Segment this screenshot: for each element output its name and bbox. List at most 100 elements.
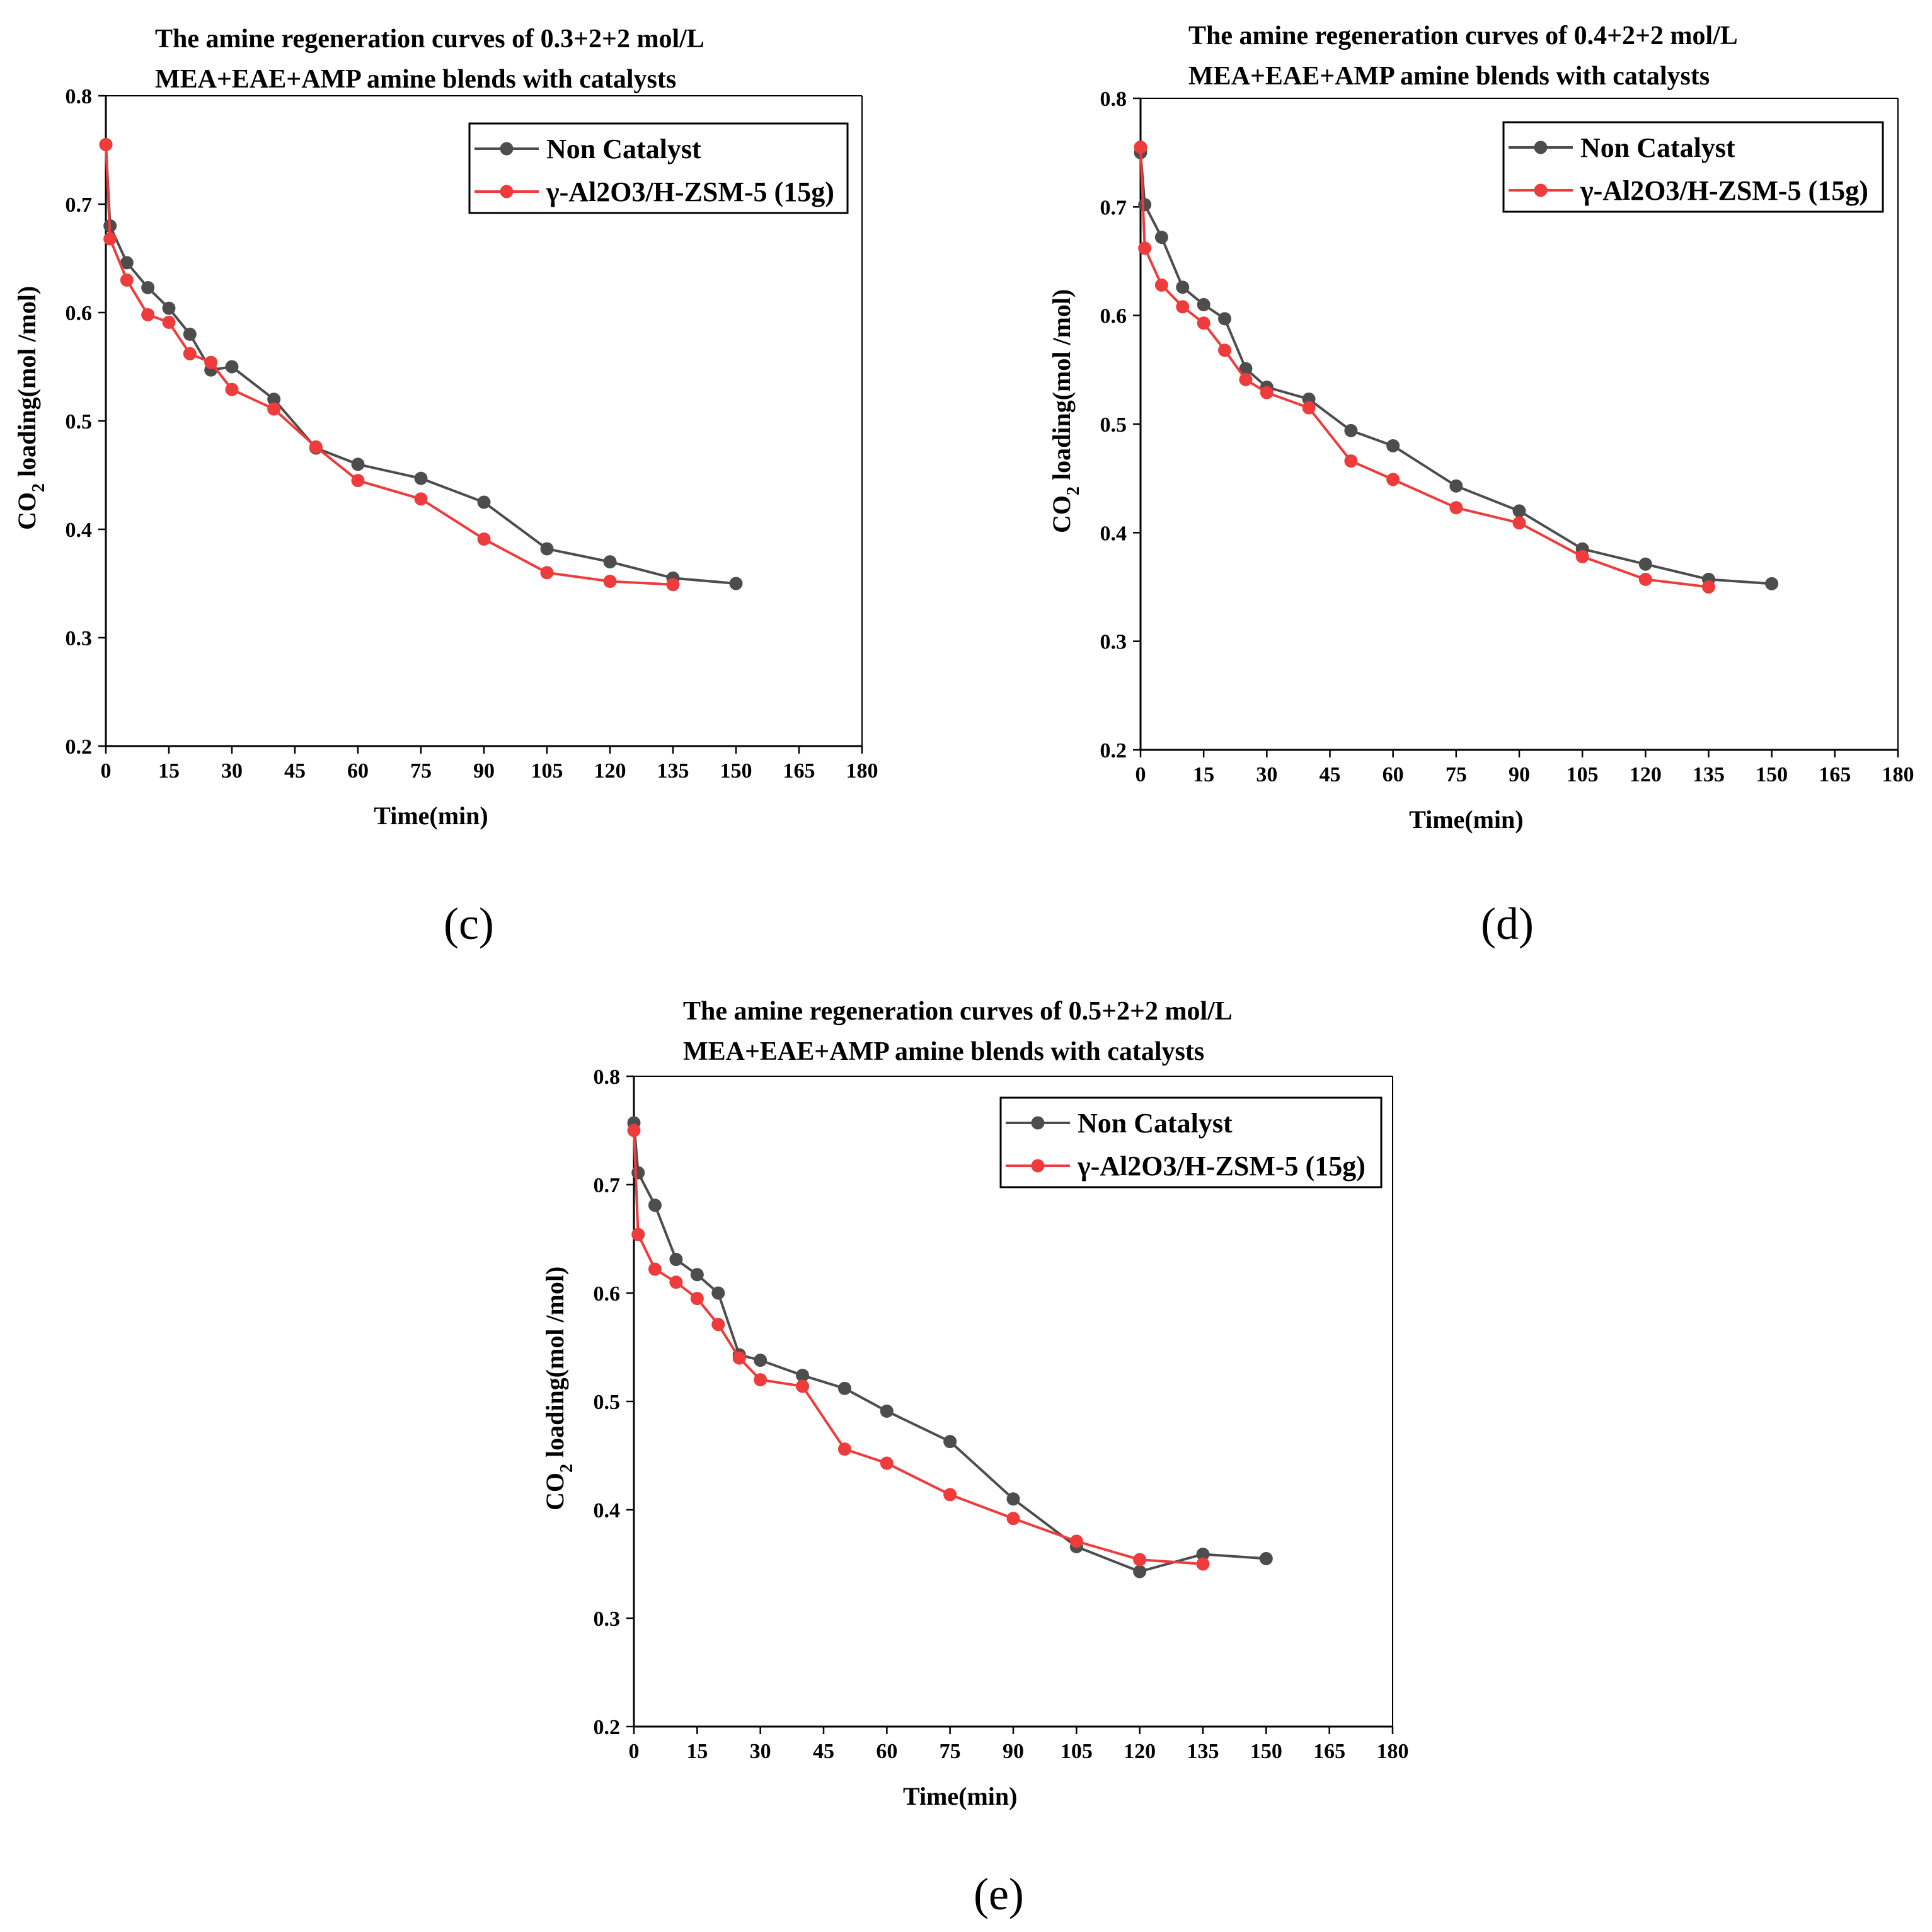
data-point-series-1 — [1239, 372, 1253, 386]
data-point-series-0 — [267, 393, 281, 406]
chart-title-line: The amine regeneration curves of 0.3+2+2… — [155, 25, 704, 54]
data-point-series-1 — [204, 355, 218, 369]
legend-box — [1502, 121, 1884, 213]
data-point-series-0 — [1259, 1551, 1273, 1565]
data-point-series-1 — [1006, 1512, 1020, 1526]
y-tick-label: 0.7 — [1100, 196, 1127, 219]
x-tick-label: 0 — [629, 1740, 640, 1763]
data-point-series-0 — [669, 1253, 683, 1267]
data-point-series-0 — [690, 1268, 704, 1282]
x-tick-label: 15 — [1193, 763, 1214, 786]
data-point-series-1 — [880, 1456, 894, 1470]
x-tick-label: 90 — [1509, 763, 1530, 786]
data-point-series-1 — [690, 1292, 704, 1306]
legend-marker-1 — [1534, 183, 1548, 197]
data-point-series-1 — [1344, 454, 1358, 468]
data-point-series-0 — [729, 577, 743, 590]
data-point-series-0 — [1638, 557, 1652, 571]
x-tick-label: 90 — [1003, 1740, 1024, 1763]
data-point-series-1 — [837, 1442, 851, 1456]
panel-label: (c) — [444, 899, 494, 949]
chart-panel-2: The amine regeneration curves of 0.5+2+2… — [541, 997, 1409, 1919]
chart-title-line: MEA+EAE+AMP amine blends with catalysts — [155, 65, 676, 94]
y-axis-label: CO2 loading(mol /mol) — [13, 286, 49, 530]
legend-marker-1 — [1031, 1159, 1045, 1173]
data-point-series-0 — [141, 280, 155, 294]
data-point-series-1 — [1386, 473, 1400, 486]
legend: Non Catalyst γ-Al2O3/H-ZSM-5 (15g) — [1502, 121, 1884, 213]
series-line-0 — [633, 1122, 1267, 1573]
data-point-series-1 — [183, 347, 197, 360]
series-line-0 — [1139, 152, 1772, 585]
chart-panel-0: The amine regeneration curves of 0.3+2+2… — [13, 25, 878, 949]
y-axis-label: CO2 loading(mol /mol) — [541, 1267, 577, 1510]
data-point-series-0 — [1138, 198, 1152, 212]
legend-label-0: Non Catalyst — [1580, 132, 1735, 163]
x-tick-label: 105 — [1567, 763, 1599, 786]
data-point-series-1 — [1176, 300, 1190, 314]
x-tick-label: 30 — [750, 1740, 771, 1763]
y-tick-label: 0.5 — [66, 410, 93, 434]
data-point-series-1 — [943, 1488, 957, 1502]
data-point-series-0 — [1449, 479, 1463, 493]
x-tick-label: 45 — [813, 1740, 834, 1763]
x-tick-label: 150 — [1756, 763, 1788, 786]
data-point-series-0 — [943, 1435, 957, 1449]
data-point-series-1 — [120, 273, 134, 287]
data-point-series-0 — [162, 301, 176, 315]
y-tick-label: 0.8 — [594, 1066, 621, 1089]
data-point-series-0 — [648, 1199, 662, 1212]
x-tick-label: 150 — [720, 759, 752, 783]
data-point-series-1 — [1134, 141, 1147, 154]
x-tick-label: 60 — [347, 759, 369, 783]
data-point-series-1 — [1218, 343, 1232, 357]
data-point-series-1 — [1512, 516, 1526, 530]
y-tick-label: 0.2 — [66, 735, 93, 759]
y-tick-label: 0.2 — [1100, 739, 1127, 762]
legend-marker-0 — [1534, 141, 1548, 154]
x-tick-label: 165 — [1313, 1740, 1345, 1763]
x-tick-label: 30 — [221, 759, 243, 783]
x-tick-label: 75 — [1446, 763, 1467, 786]
data-point-series-1 — [540, 566, 554, 580]
series-line-1 — [1139, 147, 1709, 589]
data-point-series-1 — [732, 1351, 746, 1365]
data-point-series-1 — [477, 532, 491, 546]
data-point-series-0 — [225, 360, 239, 374]
x-tick-label: 75 — [410, 759, 432, 783]
data-point-series-0 — [837, 1381, 851, 1395]
data-point-series-0 — [1765, 577, 1779, 590]
y-tick-label: 0.3 — [594, 1607, 621, 1631]
data-point-series-1 — [309, 440, 323, 454]
y-tick-label: 0.5 — [1100, 413, 1127, 437]
x-tick-label: 120 — [1124, 1740, 1156, 1763]
x-tick-label: 105 — [1061, 1740, 1093, 1763]
data-point-series-1 — [225, 382, 239, 396]
data-point-series-0 — [1386, 439, 1400, 452]
x-tick-label: 15 — [158, 759, 180, 783]
y-tick-label: 0.4 — [594, 1499, 621, 1522]
legend-box — [999, 1096, 1383, 1188]
data-point-series-0 — [1197, 297, 1210, 311]
y-tick-label: 0.6 — [66, 302, 93, 325]
data-point-series-1 — [103, 232, 117, 246]
data-point-series-1 — [796, 1379, 810, 1393]
x-tick-label: 15 — [686, 1740, 708, 1763]
data-point-series-1 — [141, 308, 155, 321]
x-tick-label: 135 — [657, 759, 689, 783]
data-point-series-1 — [754, 1373, 768, 1387]
data-point-series-0 — [796, 1369, 810, 1383]
data-point-series-1 — [1575, 549, 1589, 563]
data-point-series-1 — [1138, 241, 1152, 255]
x-tick-label: 45 — [284, 759, 306, 783]
y-tick-label: 0.3 — [1100, 631, 1127, 654]
data-point-series-0 — [1133, 1565, 1147, 1578]
x-axis-label: Time(min) — [1409, 805, 1523, 834]
series-line-1 — [105, 144, 674, 586]
data-point-series-1 — [99, 137, 113, 151]
chart-title-line: MEA+EAE+AMP amine blends with catalysts — [683, 1037, 1204, 1066]
data-point-series-0 — [603, 555, 617, 569]
data-point-series-1 — [1302, 401, 1316, 415]
data-point-series-0 — [120, 256, 134, 270]
y-tick-label: 0.4 — [66, 519, 93, 542]
